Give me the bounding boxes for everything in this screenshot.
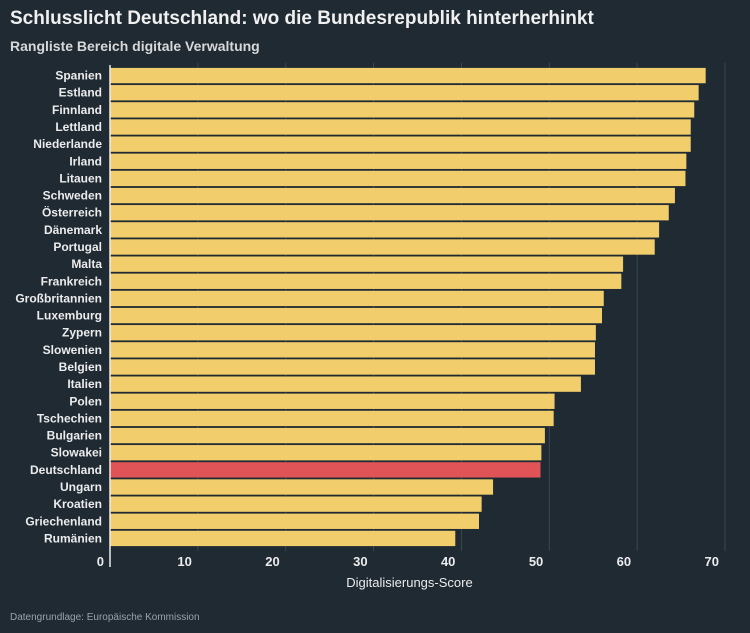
chart-subtitle: Rangliste Bereich digitale Verwaltung bbox=[10, 38, 260, 54]
x-tick-label: 20 bbox=[265, 554, 279, 569]
bar-irland bbox=[110, 153, 687, 169]
bar-großbritannien bbox=[110, 290, 604, 307]
bar-bulgarien bbox=[110, 427, 545, 444]
category-labels: Spanien Estland Finnland Lettland Niederland… bbox=[15, 69, 102, 546]
category-label: Bulgarien bbox=[47, 429, 102, 443]
category-label: Lettland bbox=[55, 120, 102, 134]
bar-rumänien bbox=[110, 530, 456, 547]
bar-portugal bbox=[110, 239, 655, 255]
bar-deutschland bbox=[110, 462, 541, 478]
x-axis-title: Digitalisierungs-Score bbox=[346, 575, 472, 590]
category-label: Deutschland bbox=[30, 463, 102, 477]
category-label: Malta bbox=[71, 257, 102, 271]
grid-lines bbox=[197, 63, 726, 551]
bar-zypern bbox=[110, 325, 596, 341]
category-label: Finnland bbox=[52, 103, 102, 117]
x-tick-label: 70 bbox=[705, 554, 719, 569]
bar-slowakei bbox=[110, 445, 542, 461]
bar-frankreich bbox=[110, 273, 622, 289]
category-label: Estland bbox=[59, 86, 102, 100]
bar-italien bbox=[110, 376, 581, 392]
x-tick-labels: 0 10 20 30 40 50 60 70 bbox=[97, 554, 719, 569]
bar-polen bbox=[110, 393, 555, 409]
category-label: Litauen bbox=[59, 171, 102, 185]
x-tick-label: 40 bbox=[441, 554, 455, 569]
bar-lettland bbox=[110, 119, 691, 135]
category-label: Luxemburg bbox=[37, 309, 102, 323]
bars bbox=[110, 67, 706, 547]
bar-luxemburg bbox=[110, 307, 602, 324]
bar-kroatien bbox=[110, 496, 482, 512]
category-label: Italien bbox=[67, 377, 102, 391]
category-label: Griechenland bbox=[25, 514, 102, 528]
bar-dänemark bbox=[110, 222, 660, 238]
category-label: Frankreich bbox=[41, 274, 102, 288]
bar-österreich bbox=[110, 205, 669, 221]
bar-estland bbox=[110, 85, 699, 101]
category-label: Niederlande bbox=[33, 137, 102, 151]
bar-schweden bbox=[110, 187, 675, 204]
category-label: Zypern bbox=[62, 326, 102, 340]
category-label: Slowakei bbox=[51, 446, 102, 460]
category-label: Portugal bbox=[53, 240, 102, 254]
category-label: Irland bbox=[69, 154, 102, 168]
bar-tschechien bbox=[110, 410, 554, 427]
category-label: Belgien bbox=[59, 360, 102, 374]
chart-title: Schlusslicht Deutschland: wo die Bundesr… bbox=[10, 8, 594, 29]
bar-griechenland bbox=[110, 513, 479, 529]
x-tick-label: 0 bbox=[97, 554, 104, 569]
bar-belgien bbox=[110, 359, 595, 375]
category-label: Dänemark bbox=[44, 223, 102, 237]
x-tick-label: 50 bbox=[529, 554, 543, 569]
x-tick-label: 30 bbox=[353, 554, 367, 569]
category-label: Polen bbox=[69, 394, 102, 408]
category-label: Slowenien bbox=[43, 343, 102, 357]
category-label: Österreich bbox=[42, 205, 102, 220]
bar-finnland bbox=[110, 102, 695, 118]
category-label: Schweden bbox=[43, 189, 102, 203]
category-label: Großbritannien bbox=[15, 291, 102, 305]
bar-malta bbox=[110, 256, 624, 272]
category-label: Tschechien bbox=[37, 411, 102, 425]
category-label: Kroatien bbox=[53, 497, 102, 511]
x-tick-label: 60 bbox=[617, 554, 631, 569]
bar-litauen bbox=[110, 170, 686, 187]
source-note: Datengrundlage: Europäische Kommission bbox=[10, 612, 200, 623]
bar-spanien bbox=[110, 67, 706, 84]
bar-ungarn bbox=[110, 479, 494, 495]
x-tick-label: 10 bbox=[177, 554, 191, 569]
bar-slowenien bbox=[110, 342, 595, 358]
category-label: Rumänien bbox=[44, 531, 102, 545]
category-label: Ungarn bbox=[60, 480, 102, 494]
category-label: Spanien bbox=[55, 69, 102, 83]
bar-niederlande bbox=[110, 136, 691, 152]
